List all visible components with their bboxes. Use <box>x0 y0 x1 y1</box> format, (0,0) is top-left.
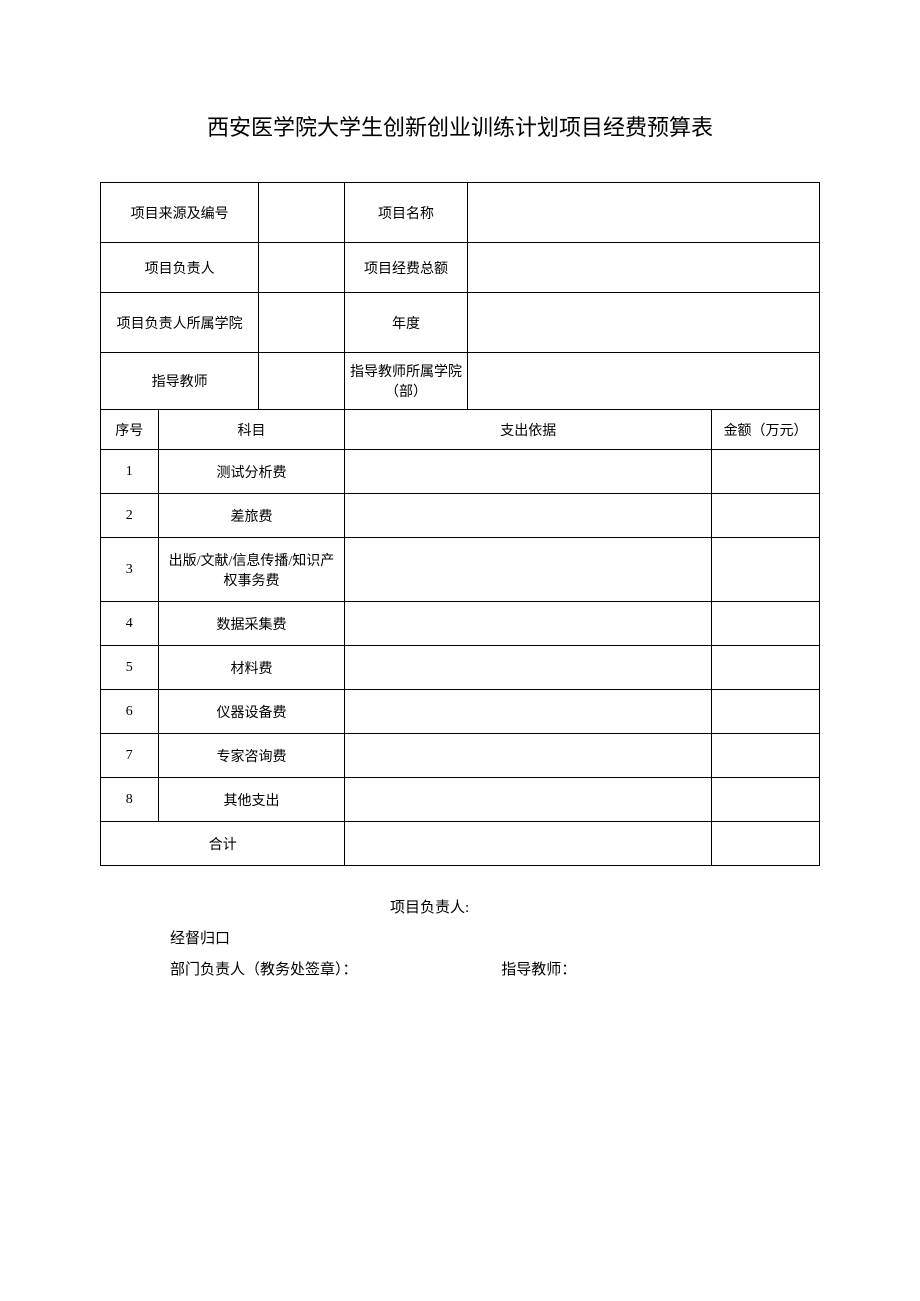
item-subject: 其他支出 <box>158 778 345 822</box>
page-title: 西安医学院大学生创新创业训练计划项目经费预算表 <box>100 110 820 142</box>
label-project-name: 项目名称 <box>345 183 467 243</box>
item-basis <box>345 778 712 822</box>
header-row-3: 项目负责人所属学院 年度 <box>101 293 820 353</box>
label-year: 年度 <box>345 293 467 353</box>
item-amount <box>712 646 820 690</box>
item-row-5: 5 材料费 <box>101 646 820 690</box>
label-project-leader: 项目负责人 <box>101 243 259 293</box>
item-subject: 材料费 <box>158 646 345 690</box>
item-subject: 仪器设备费 <box>158 690 345 734</box>
item-seq: 7 <box>101 734 159 778</box>
item-basis <box>345 646 712 690</box>
total-row: 合计 <box>101 822 820 866</box>
item-basis <box>345 690 712 734</box>
item-row-7: 7 专家咨询费 <box>101 734 820 778</box>
item-basis <box>345 494 712 538</box>
total-label: 合计 <box>101 822 345 866</box>
item-subject: 专家咨询费 <box>158 734 345 778</box>
total-basis <box>345 822 712 866</box>
item-row-2: 2 差旅费 <box>101 494 820 538</box>
footer-advisor: 指导教师： <box>501 958 576 979</box>
item-seq: 1 <box>101 450 159 494</box>
label-advisor-college: 指导教师所属学院（部） <box>345 353 467 410</box>
column-headers-row: 序号 科目 支出依据 金额（万元） <box>101 410 820 450</box>
footer-dept-head: 部门负责人（教务处签章）： <box>170 962 358 978</box>
col-header-seq: 序号 <box>101 410 159 450</box>
value-advisor-college <box>467 353 819 410</box>
item-basis <box>345 538 712 602</box>
total-amount <box>712 822 820 866</box>
item-amount <box>712 734 820 778</box>
item-subject: 差旅费 <box>158 494 345 538</box>
item-seq: 8 <box>101 778 159 822</box>
item-row-6: 6 仪器设备费 <box>101 690 820 734</box>
item-amount <box>712 778 820 822</box>
item-seq: 4 <box>101 602 159 646</box>
budget-table: 项目来源及编号 项目名称 项目负责人 项目经费总额 项目负责人所属学院 年度 指… <box>100 182 820 866</box>
item-row-8: 8 其他支出 <box>101 778 820 822</box>
item-subject: 测试分析费 <box>158 450 345 494</box>
footer-project-leader: 项目负责人: <box>100 896 820 917</box>
item-amount <box>712 538 820 602</box>
label-total-budget: 项目经费总额 <box>345 243 467 293</box>
item-basis <box>345 734 712 778</box>
col-header-subject: 科目 <box>158 410 345 450</box>
label-advisor: 指导教师 <box>101 353 259 410</box>
item-row-1: 1 测试分析费 <box>101 450 820 494</box>
header-row-1: 项目来源及编号 项目名称 <box>101 183 820 243</box>
footer-signatures: 部门负责人（教务处签章）： 指导教师： <box>100 958 820 979</box>
value-project-leader <box>259 243 345 293</box>
value-total-budget <box>467 243 819 293</box>
col-header-basis: 支出依据 <box>345 410 712 450</box>
item-amount <box>712 602 820 646</box>
item-seq: 6 <box>101 690 159 734</box>
item-subject: 出版/文献/信息传播/知识产权事务费 <box>158 538 345 602</box>
item-subject: 数据采集费 <box>158 602 345 646</box>
value-project-source <box>259 183 345 243</box>
item-amount <box>712 690 820 734</box>
item-seq: 5 <box>101 646 159 690</box>
footer-section: 项目负责人: 经督归口 部门负责人（教务处签章）： 指导教师： <box>100 896 820 979</box>
label-leader-college: 项目负责人所属学院 <box>101 293 259 353</box>
item-seq: 3 <box>101 538 159 602</box>
col-header-amount: 金额（万元） <box>712 410 820 450</box>
item-seq: 2 <box>101 494 159 538</box>
value-year <box>467 293 819 353</box>
label-project-source: 项目来源及编号 <box>101 183 259 243</box>
item-amount <box>712 494 820 538</box>
header-row-4: 指导教师 指导教师所属学院（部） <box>101 353 820 410</box>
item-amount <box>712 450 820 494</box>
value-advisor <box>259 353 345 410</box>
item-row-3: 3 出版/文献/信息传播/知识产权事务费 <box>101 538 820 602</box>
value-project-name <box>467 183 819 243</box>
item-row-4: 4 数据采集费 <box>101 602 820 646</box>
footer-department: 经督归口 <box>100 927 820 948</box>
header-row-2: 项目负责人 项目经费总额 <box>101 243 820 293</box>
value-leader-college <box>259 293 345 353</box>
item-basis <box>345 602 712 646</box>
item-basis <box>345 450 712 494</box>
